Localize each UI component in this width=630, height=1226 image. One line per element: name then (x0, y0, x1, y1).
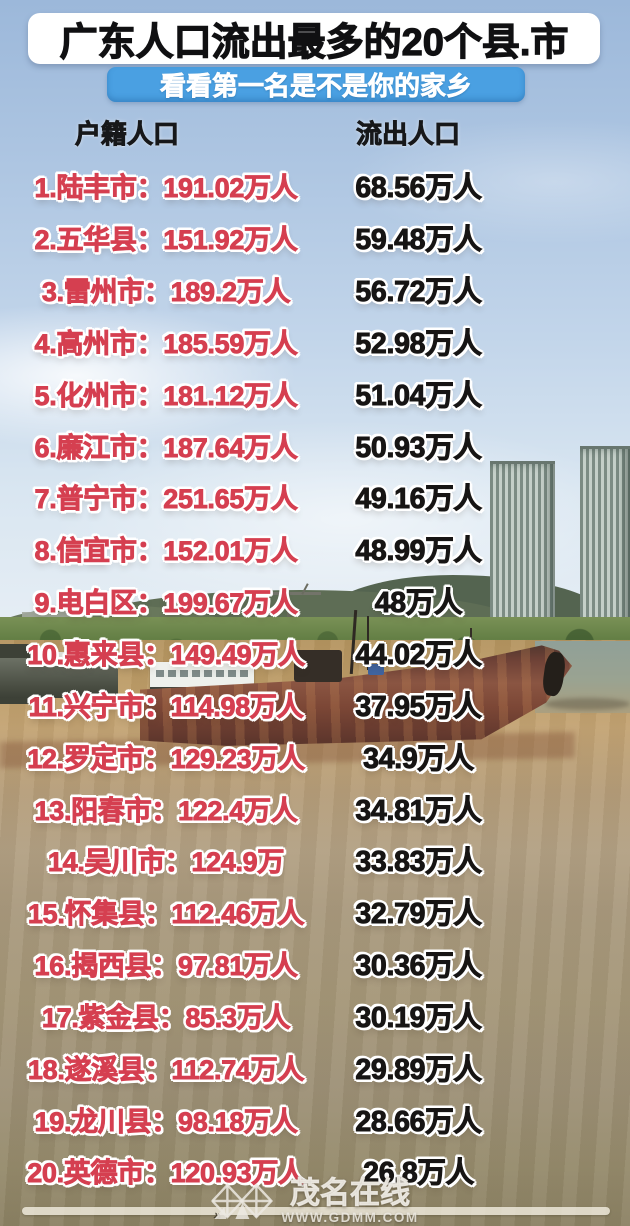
ranking-row: 9.电白区：199.67万人 48万人 (0, 575, 630, 627)
county-registered-population: 13.阳春市：122.4万人 (34, 795, 298, 826)
ranking-row: 11.兴宁市：114.98万人 37.95万人 (0, 678, 630, 730)
ship-mast (470, 628, 472, 662)
docked-boat-cabin (52, 652, 96, 666)
ranking-row: 2.五华县：151.92万人 59.48万人 (0, 212, 630, 264)
cargo-ship-deck-cabin (294, 650, 342, 682)
ranking-row: 15.怀集县：112.46万人 32.79万人 (0, 886, 630, 938)
page-title: 广东人口流出最多的20个县.市 (59, 21, 569, 64)
county-registered-population: 12.罗定市：129.23万人 (27, 743, 306, 774)
county-outflow-population: 59.48万人 (355, 224, 483, 257)
ranking-row: 6.廉江市：187.64万人 50.93万人 (0, 419, 630, 471)
video-progress-bar[interactable] (22, 1207, 610, 1215)
page-subtitle: 看看第一名是不是你的家乡 (159, 71, 473, 102)
ranking-row: 16.揭西县：97.81万人 30.36万人 (0, 938, 630, 990)
county-registered-population: 19.龙川县：98.18万人 (34, 1106, 298, 1137)
ranking-row: 19.龙川县：98.18万人 28.66万人 (0, 1093, 630, 1145)
county-outflow-population: 56.72万人 (355, 276, 483, 309)
county-registered-population: 11.兴宁市：114.98万人 (28, 691, 304, 722)
county-registered-population: 6.廉江市：187.64万人 (34, 432, 298, 463)
ship-mast (367, 616, 369, 670)
watermark-site-name: 茂名在线 (289, 1176, 411, 1210)
county-registered-population: 18.遂溪县：112.74万人 (27, 1054, 305, 1085)
county-registered-population: 17.紫金县：85.3万人 (41, 1002, 291, 1033)
watermark-site-url: WWW.GDMM.COM (281, 1209, 419, 1225)
county-registered-population: 8.信宜市：152.01万人 (34, 536, 298, 567)
county-outflow-population: 34.81万人 (355, 794, 483, 827)
county-outflow-population: 34.9万人 (363, 742, 475, 775)
county-registered-population: 4.高州市：185.59万人 (34, 328, 298, 360)
construction-crane (287, 592, 290, 638)
skyscraper-tower (580, 446, 630, 634)
column-header-registered: 户籍人口 (74, 119, 180, 150)
ranking-row: 18.遂溪县：112.74万人 29.89万人 (0, 1041, 630, 1093)
watermark: 茂名在线 WWW.GDMM.COM (211, 1176, 419, 1225)
county-registered-population: 1.陆丰市：191.02万人 (34, 173, 298, 204)
county-outflow-population: 68.56万人 (355, 172, 483, 205)
county-outflow-population: 26.8万人 (363, 1157, 475, 1190)
ferry-windows (156, 670, 248, 677)
ranking-row: 20.英德市：120.93万人 26.8万人 (0, 1145, 630, 1197)
county-outflow-population: 30.36万人 (355, 950, 483, 983)
county-registered-population: 3.雷州市：189.2万人 (41, 277, 291, 308)
ranking-row: 12.罗定市：129.23万人 34.9万人 (0, 730, 630, 782)
county-outflow-population: 33.83万人 (355, 846, 483, 879)
column-header-outflow: 流出人口 (356, 119, 461, 150)
ranking-row: 10.惠来县：149.49万人 44.02万人 (0, 627, 630, 679)
watermark-texts: 茂名在线 WWW.GDMM.COM (281, 1176, 419, 1225)
county-outflow-population: 48万人 (374, 587, 463, 620)
gdmm-diamond-logo-icon (211, 1183, 274, 1220)
county-registered-population: 16.揭西县：97.81万人 (34, 951, 298, 982)
county-registered-population: 20.英德市：120.93万人 (27, 1158, 306, 1189)
county-registered-population: 14.吴川市：124.9万 (47, 847, 285, 878)
county-outflow-population: 44.02万人 (355, 639, 483, 672)
ranking-row: 4.高州市：185.59万人 52.98万人 (0, 316, 630, 368)
county-outflow-population: 49.16万人 (355, 483, 483, 516)
ranking-row: 13.阳春市：122.4万人 34.81万人 (0, 782, 630, 834)
county-outflow-population: 48.99万人 (355, 535, 483, 568)
ranking-row: 14.吴川市：124.9万 33.83万人 (0, 834, 630, 886)
county-registered-population: 10.惠来县：149.49万人 (27, 640, 306, 671)
county-outflow-population: 52.98万人 (355, 327, 483, 360)
county-registered-population: 2.五华县：151.92万人 (34, 225, 298, 256)
county-outflow-population: 37.95万人 (355, 690, 483, 723)
construction-crane (263, 592, 321, 595)
ferry-mast (232, 648, 234, 664)
ranking-row: 5.化州市：181.12万人 51.04万人 (0, 367, 630, 419)
county-outflow-population: 30.19万人 (355, 1001, 483, 1034)
county-registered-population: 9.电白区：199.67万人 (34, 588, 298, 619)
county-outflow-population: 50.93万人 (355, 431, 483, 464)
ranking-row: 17.紫金县：85.3万人 30.19万人 (0, 990, 630, 1042)
county-registered-population: 7.普宁市：251.65万人 (34, 484, 298, 515)
skyscraper-tower (490, 461, 555, 633)
ranking-row: 3.雷州市：189.2万人 56.72万人 (0, 264, 630, 316)
ranking-row: 8.信宜市：152.01万人 48.99万人 (0, 523, 630, 575)
county-registered-population: 5.化州市：181.12万人 (34, 380, 298, 411)
county-outflow-population: 28.66万人 (355, 1105, 483, 1138)
water-ripple (545, 698, 630, 710)
county-outflow-population: 29.89万人 (355, 1053, 483, 1086)
ranking-row: 7.普宁市：251.65万人 49.16万人 (0, 471, 630, 523)
subtitle-banner: 看看第一名是不是你的家乡 (107, 67, 525, 102)
county-registered-population: 15.怀集县：112.46万人 (27, 899, 305, 930)
blue-tarp (368, 664, 384, 675)
ranking-row: 1.陆丰市：191.02万人 68.56万人 (0, 160, 630, 212)
title-banner: 广东人口流出最多的20个县.市 (28, 13, 600, 65)
ranking-list: 1.陆丰市：191.02万人 68.56万人 2.五华县：151.92万人 59… (0, 160, 630, 1198)
county-outflow-population: 32.79万人 (355, 898, 483, 931)
county-outflow-population: 51.04万人 (355, 379, 483, 412)
